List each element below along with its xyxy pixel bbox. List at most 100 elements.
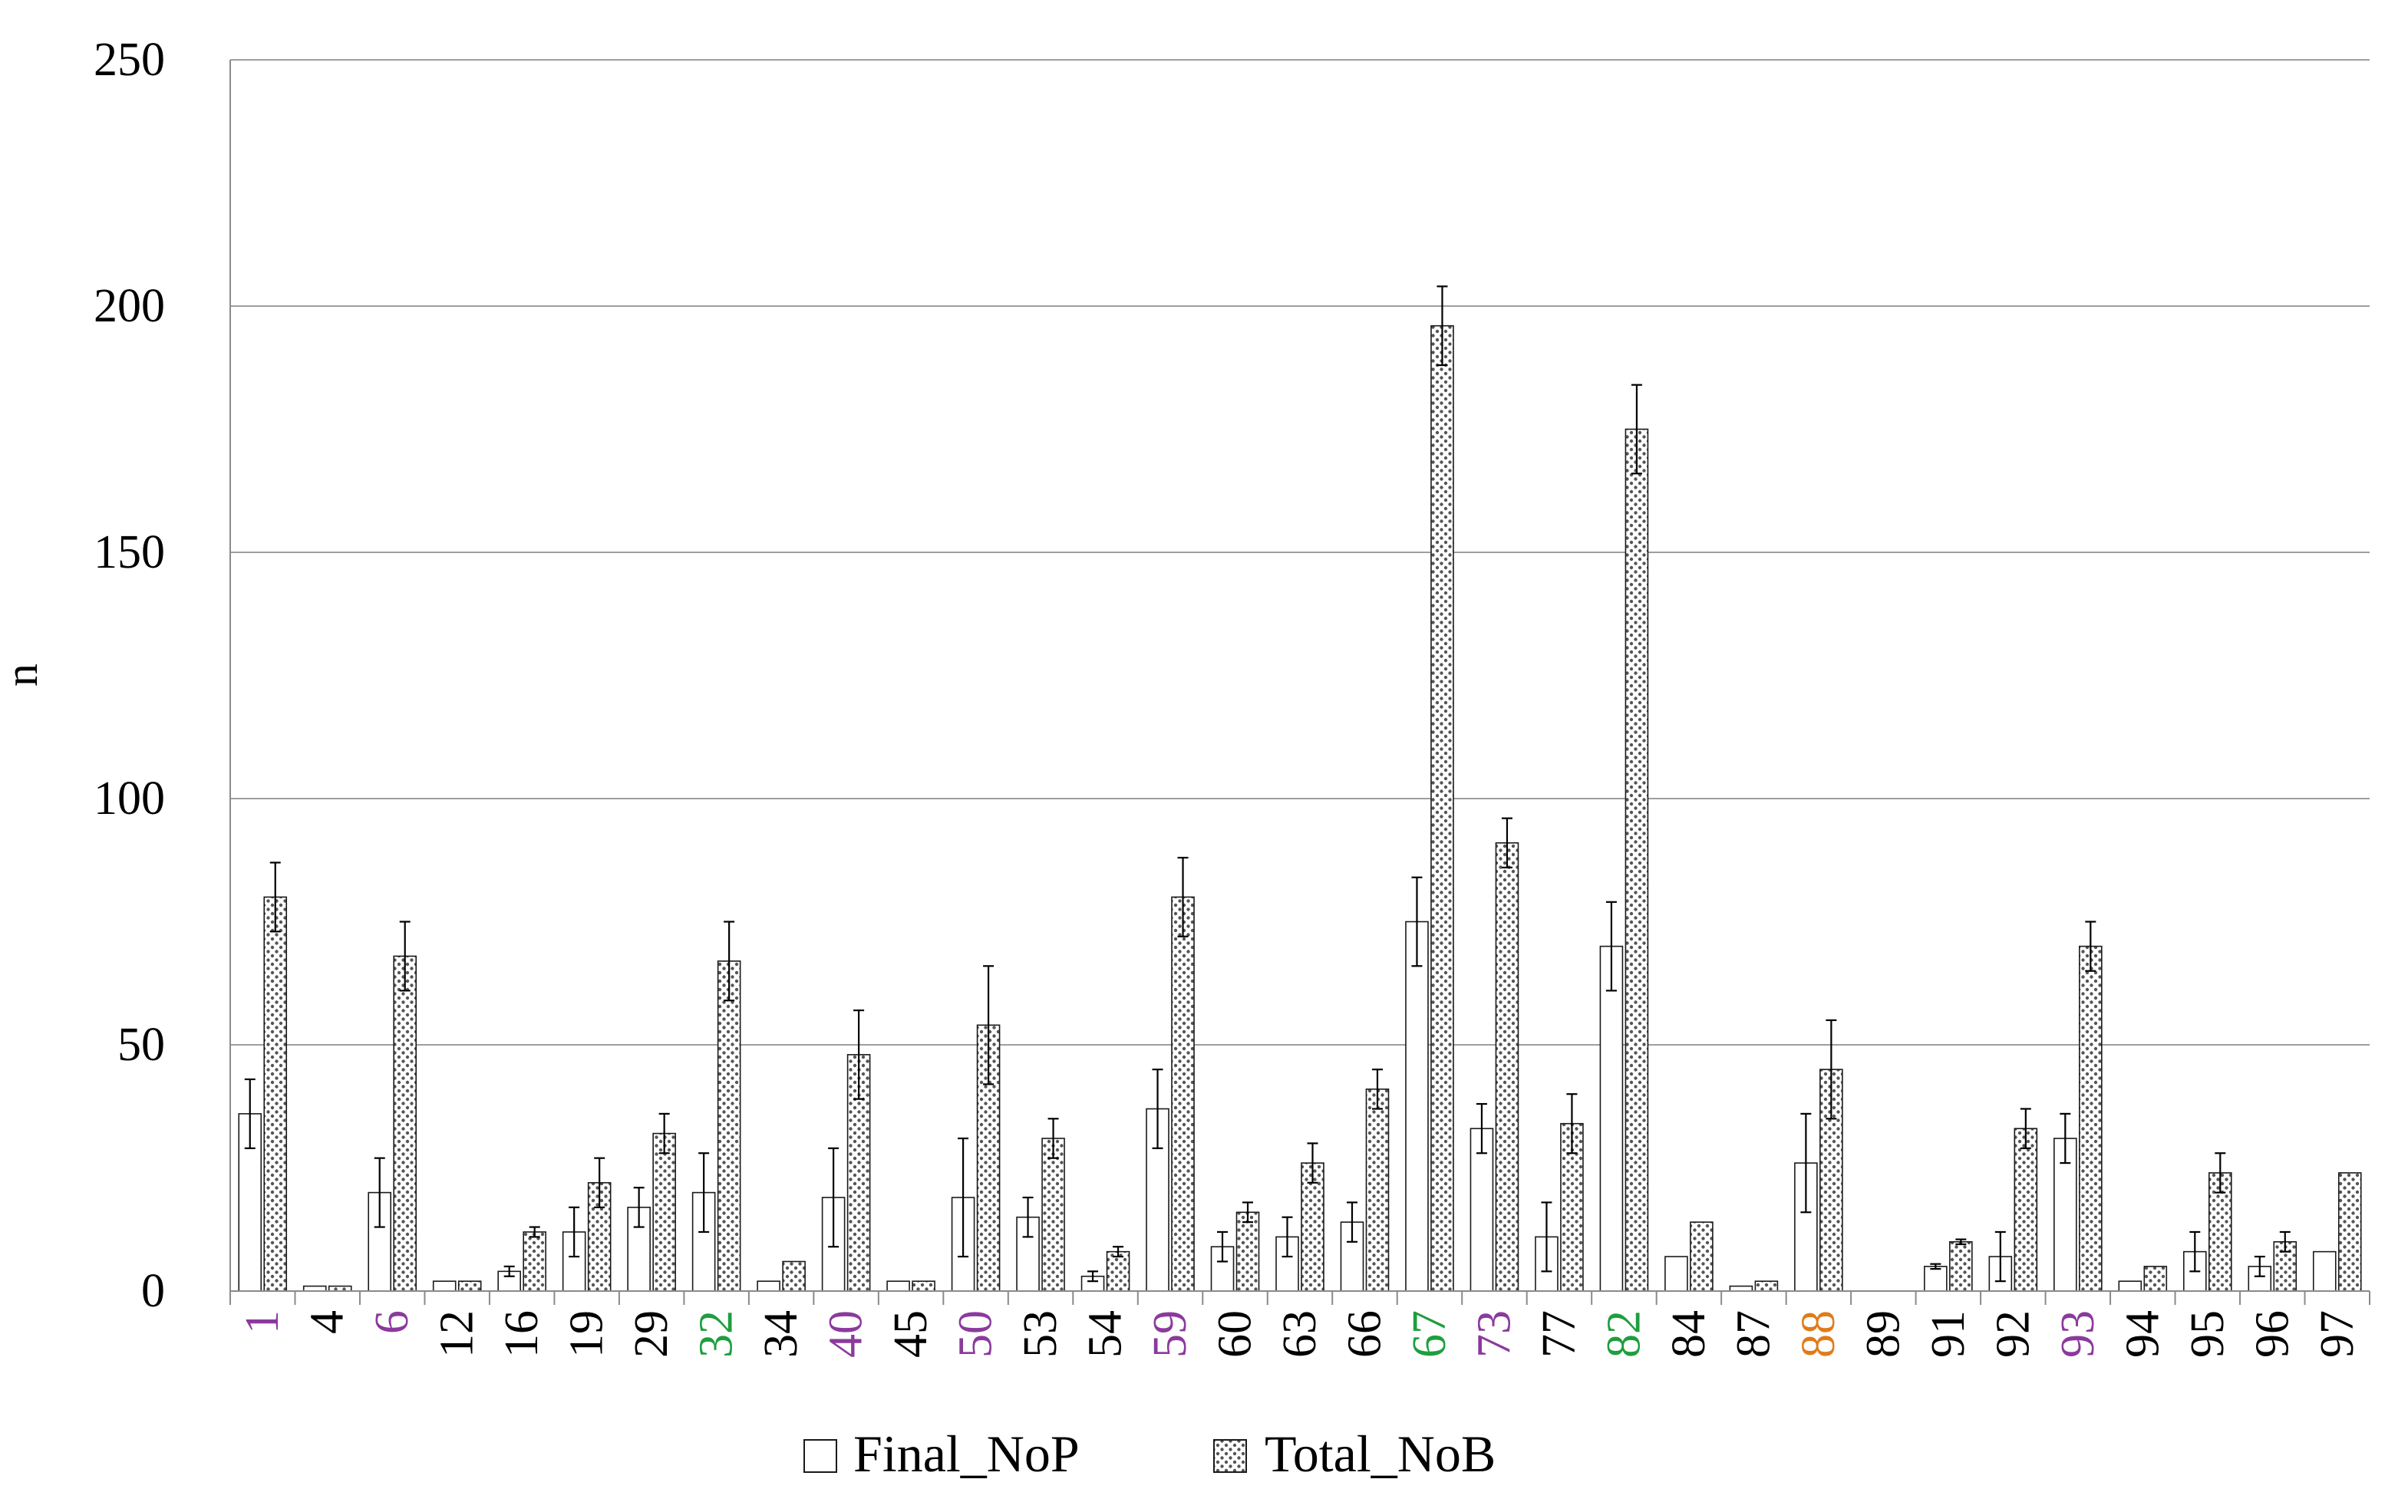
legend-label-total-nob: Total_NoB <box>1265 1425 1496 1483</box>
x-tick-label: 91 <box>1922 1310 1974 1358</box>
error-bar-final-nop-92 <box>1994 1230 2006 1283</box>
x-tick-label: 87 <box>1727 1310 1780 1358</box>
bar-total-nob-29 <box>652 1132 676 1292</box>
bar-final-nop-34 <box>757 1280 780 1292</box>
bar-total-nob-73 <box>1495 842 1519 1292</box>
error-bar-total-nob-73 <box>1501 817 1512 868</box>
x-tick-label: 6 <box>366 1310 418 1334</box>
bar-final-nop-84 <box>1664 1256 1688 1292</box>
bar-total-nob-6 <box>393 955 417 1292</box>
x-tick-label: 29 <box>625 1310 678 1358</box>
x-tick-label: 32 <box>691 1310 743 1358</box>
bar-total-nob-67 <box>1430 324 1454 1292</box>
error-bars <box>244 285 2291 1283</box>
bars <box>238 324 2362 1292</box>
error-bar-final-nop-96 <box>2254 1255 2265 1277</box>
x-tick-label: 12 <box>431 1310 483 1358</box>
y-tick-label: 0 <box>141 1265 165 1317</box>
x-tick-label: 92 <box>1987 1310 2039 1358</box>
bar-total-nob-87 <box>1754 1280 1779 1292</box>
bar-total-nob-59 <box>1171 896 1195 1292</box>
error-bar-total-nob-29 <box>658 1112 670 1155</box>
error-bar-total-nob-32 <box>724 921 735 1002</box>
error-bar-final-nop-73 <box>1476 1102 1487 1155</box>
x-tick-label: 73 <box>1468 1310 1520 1358</box>
x-tick-label: 53 <box>1014 1310 1067 1358</box>
error-bar-final-nop-32 <box>698 1152 710 1234</box>
error-bar-total-nob-77 <box>1566 1093 1578 1155</box>
bar-total-nob-92 <box>2014 1128 2038 1292</box>
x-tick-label: 93 <box>2052 1310 2104 1358</box>
y-tick-label: 200 <box>94 280 165 332</box>
error-bar-total-nob-63 <box>1307 1142 1318 1184</box>
bar-total-nob-63 <box>1301 1162 1324 1292</box>
error-bar-final-nop-91 <box>1930 1263 1941 1270</box>
error-bar-total-nob-95 <box>2215 1152 2226 1194</box>
grid-lines <box>230 59 2370 1046</box>
x-tick-label: 88 <box>1793 1310 1845 1358</box>
error-bar-total-nob-59 <box>1177 856 1189 937</box>
bar-final-nop-12 <box>432 1280 457 1292</box>
error-bar-total-nob-66 <box>1371 1068 1383 1110</box>
bar-total-nob-54 <box>1106 1250 1130 1292</box>
error-bar-total-nob-19 <box>594 1157 605 1208</box>
error-bar-total-nob-67 <box>1437 285 1448 367</box>
bar-total-nob-93 <box>2079 945 2103 1292</box>
error-bar-total-nob-92 <box>2020 1108 2031 1149</box>
y-tick-label: 250 <box>94 34 165 86</box>
error-bar-final-nop-16 <box>503 1265 515 1277</box>
x-tick-label: 50 <box>950 1310 1002 1358</box>
error-bar-final-nop-59 <box>1152 1068 1163 1149</box>
x-tick-label: 40 <box>820 1310 872 1358</box>
bar-total-nob-53 <box>1041 1138 1065 1292</box>
error-bar-final-nop-53 <box>1022 1196 1034 1238</box>
bar-total-nob-32 <box>717 960 741 1292</box>
x-tick-label: 4 <box>302 1310 354 1334</box>
bar-total-nob-1 <box>263 896 288 1292</box>
bar-final-nop-97 <box>2312 1250 2337 1292</box>
bar-total-nob-84 <box>1690 1221 1714 1292</box>
x-tick-label: 19 <box>561 1310 613 1358</box>
x-tick-label: 77 <box>1533 1310 1585 1358</box>
error-bar-total-nob-40 <box>853 1009 865 1100</box>
error-bar-total-nob-1 <box>269 861 281 933</box>
y-axis-label: n <box>0 664 47 687</box>
bar-total-nob-97 <box>2337 1172 2362 1292</box>
error-bar-total-nob-54 <box>1113 1246 1124 1258</box>
x-axis <box>229 60 2370 1305</box>
bar-final-nop-91 <box>1924 1266 1948 1292</box>
bar-final-nop-45 <box>886 1280 910 1292</box>
error-bar-final-nop-66 <box>1346 1201 1357 1243</box>
legend-swatch-total-nob <box>1213 1439 1247 1473</box>
bar-final-nop-82 <box>1599 945 1624 1292</box>
x-tick-label: 60 <box>1209 1310 1262 1358</box>
bar-total-nob-94 <box>2143 1266 2168 1292</box>
legend-swatch-final-nop <box>803 1439 837 1473</box>
x-axis-tick-labels: 1 4 6 12 16 19 29 32 34 40 45 50 53 54 59 60 63 66 67 73 77 8… <box>236 1310 2363 1358</box>
bar-final-nop-67 <box>1405 921 1429 1292</box>
error-bar-final-nop-19 <box>569 1206 580 1258</box>
x-tick-label: 67 <box>1404 1310 1456 1358</box>
bar-total-nob-16 <box>523 1231 546 1292</box>
x-tick-label: 96 <box>2246 1310 2298 1358</box>
error-bar-final-nop-88 <box>1800 1112 1812 1214</box>
x-tick-label: 45 <box>885 1310 937 1358</box>
x-tick-label: 63 <box>1274 1310 1326 1358</box>
bar-total-nob-91 <box>1949 1241 1973 1292</box>
error-bar-final-nop-54 <box>1087 1270 1099 1283</box>
error-bar-final-nop-82 <box>1605 901 1617 992</box>
y-tick-label: 150 <box>94 526 165 578</box>
y-tick-label: 50 <box>117 1019 165 1071</box>
bar-total-nob-12 <box>457 1280 482 1292</box>
error-bar-final-nop-50 <box>958 1137 969 1258</box>
error-bar-total-nob-93 <box>2085 921 2096 972</box>
y-tick-label: 100 <box>94 772 165 825</box>
x-tick-label: 82 <box>1598 1310 1650 1358</box>
error-bar-total-nob-88 <box>1826 1019 1837 1120</box>
x-tick-label: 54 <box>1080 1310 1132 1358</box>
error-bar-total-nob-91 <box>1955 1238 1967 1246</box>
error-bar-final-nop-29 <box>633 1187 645 1228</box>
x-tick-label: 59 <box>1144 1310 1196 1358</box>
bar-total-nob-82 <box>1625 428 1649 1292</box>
